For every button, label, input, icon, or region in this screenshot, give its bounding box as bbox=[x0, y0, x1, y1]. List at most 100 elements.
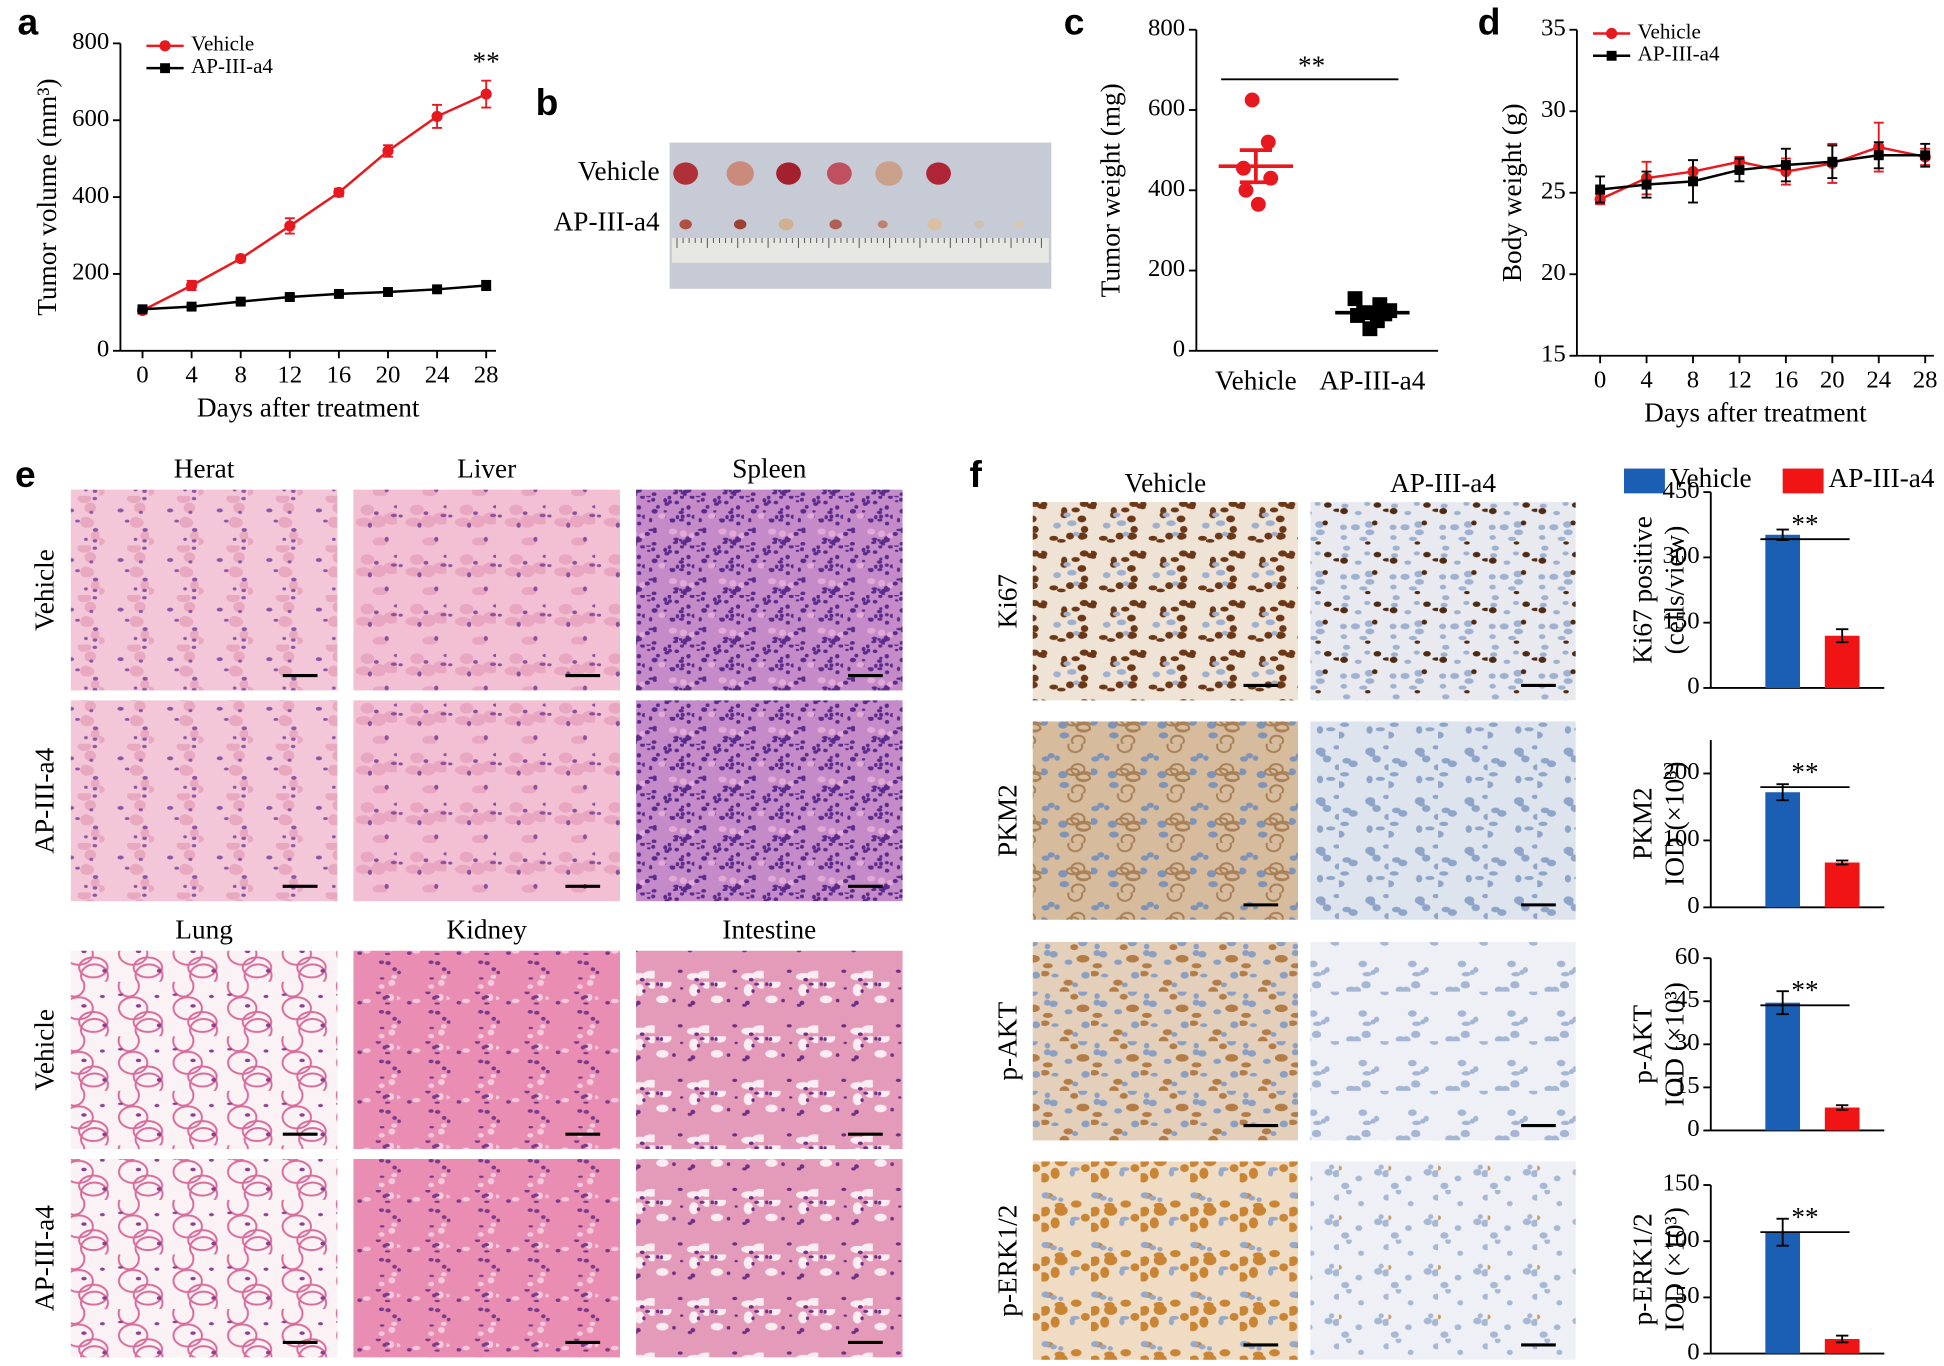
tumor bbox=[877, 220, 888, 229]
y-tick-label: 100 bbox=[1662, 825, 1699, 852]
y-axis-title: Ki67 positive bbox=[1627, 516, 1657, 664]
micrograph bbox=[353, 489, 620, 691]
ruler bbox=[672, 237, 1049, 263]
tumor bbox=[726, 161, 754, 186]
tumor bbox=[776, 162, 801, 185]
marker bbox=[186, 279, 198, 292]
tumor bbox=[673, 162, 699, 185]
marker bbox=[1688, 176, 1698, 187]
row-label: Vehicle bbox=[30, 1009, 60, 1091]
series-line bbox=[142, 284, 487, 311]
data-point bbox=[1347, 291, 1363, 307]
marker bbox=[1827, 156, 1838, 167]
y-tick-label: 200 bbox=[1148, 255, 1185, 282]
photo bbox=[669, 142, 1052, 289]
y-tick-label: 30 bbox=[1541, 96, 1566, 123]
micrograph bbox=[636, 700, 903, 902]
legend-marker bbox=[159, 40, 171, 52]
micrograph bbox=[1310, 721, 1576, 920]
y-axis-title: IOD (×10³) bbox=[1660, 1207, 1690, 1331]
x-tick-label: 8 bbox=[235, 362, 247, 389]
column-label: Spleen bbox=[732, 453, 807, 483]
data-point bbox=[1350, 308, 1365, 323]
y-tick-label: 0 bbox=[1687, 1115, 1699, 1142]
y-tick-label: 150 bbox=[1662, 607, 1699, 634]
column-label: Herat bbox=[174, 453, 235, 483]
row-label: p-AKT bbox=[993, 1002, 1023, 1081]
legend-swatch bbox=[1782, 468, 1824, 494]
bar bbox=[1824, 862, 1860, 908]
row-label: PKM2 bbox=[993, 784, 1023, 857]
marker bbox=[1641, 179, 1652, 190]
x-tick-label: 28 bbox=[1913, 366, 1938, 393]
y-axis-title: p-ERK1/2 bbox=[1627, 1213, 1657, 1325]
bar bbox=[1765, 1002, 1801, 1131]
marker bbox=[235, 296, 246, 307]
y-tick-label: 450 bbox=[1662, 477, 1699, 504]
x-tick-label: 4 bbox=[185, 362, 197, 389]
y-tick-label: 100 bbox=[1662, 1226, 1699, 1253]
tumor bbox=[734, 219, 747, 230]
row-label: p-ERK1/2 bbox=[993, 1205, 1023, 1317]
error-bar bbox=[1835, 1104, 1849, 1111]
x-tick-label: 16 bbox=[327, 362, 352, 389]
marker bbox=[480, 88, 492, 100]
y-tick-label: 600 bbox=[72, 105, 109, 132]
panel-label: b bbox=[536, 81, 559, 123]
y-tick-label: 0 bbox=[1687, 1338, 1699, 1365]
x-axis-title: Days after treatment bbox=[1644, 398, 1867, 428]
column-label: Lung bbox=[175, 914, 233, 944]
micrograph bbox=[353, 1158, 620, 1358]
y-tick-label: 45 bbox=[1675, 986, 1700, 1013]
error-bar bbox=[1835, 859, 1849, 866]
y-tick-label: 400 bbox=[1148, 175, 1185, 202]
series-line bbox=[1599, 154, 1926, 191]
micrograph bbox=[1032, 1161, 1299, 1360]
x-tick-label: 8 bbox=[1687, 366, 1699, 393]
marker bbox=[1734, 164, 1745, 175]
row-label: AP-III-a4 bbox=[30, 1205, 60, 1311]
tumor bbox=[778, 218, 794, 231]
column-label: Intestine bbox=[722, 914, 816, 944]
legend-label: AP-III-a4 bbox=[1829, 463, 1935, 493]
micrograph bbox=[353, 950, 620, 1150]
legend-marker bbox=[1606, 27, 1618, 40]
marker bbox=[1920, 150, 1931, 161]
y-axis-title: (cells/view) bbox=[1660, 526, 1690, 655]
bar bbox=[1765, 1232, 1801, 1354]
bar bbox=[1765, 792, 1801, 908]
significance: ** bbox=[473, 47, 500, 77]
legend-swatch bbox=[1624, 468, 1665, 494]
legend-marker bbox=[160, 63, 171, 74]
error-bar bbox=[1835, 1334, 1849, 1344]
bar bbox=[1765, 534, 1801, 688]
x-tick-label: 16 bbox=[1773, 366, 1798, 393]
panel-label: c bbox=[1064, 1, 1085, 43]
row-label: Vehicle bbox=[30, 549, 60, 631]
column-label: Vehicle bbox=[1124, 468, 1206, 498]
significance: ** bbox=[1298, 50, 1325, 80]
y-tick-label: 0 bbox=[1173, 335, 1185, 362]
y-axis-title: IOD (×10³) bbox=[1660, 762, 1690, 886]
marker bbox=[284, 220, 296, 232]
x-tick-label: 24 bbox=[425, 362, 450, 389]
data-point bbox=[1244, 92, 1260, 108]
x-tick-label: 0 bbox=[136, 362, 148, 389]
tumor bbox=[927, 218, 943, 231]
y-axis-title: Tumor weight (mg) bbox=[1096, 83, 1126, 297]
x-tick-label: AP-III-a4 bbox=[1319, 365, 1425, 395]
y-tick-label: 0 bbox=[1687, 673, 1699, 700]
marker bbox=[333, 186, 345, 199]
micrograph bbox=[636, 950, 903, 1150]
marker bbox=[333, 288, 344, 299]
y-axis-title: IOD (×10³) bbox=[1660, 982, 1690, 1106]
marker bbox=[137, 304, 148, 315]
bar bbox=[1824, 635, 1860, 688]
micrograph bbox=[1310, 502, 1576, 701]
marker bbox=[383, 287, 393, 297]
data-point bbox=[1238, 182, 1254, 198]
panel-label: e bbox=[15, 453, 36, 495]
y-tick-label: 400 bbox=[72, 182, 109, 209]
error-bar bbox=[1356, 305, 1389, 320]
significance: ** bbox=[1791, 1202, 1818, 1232]
